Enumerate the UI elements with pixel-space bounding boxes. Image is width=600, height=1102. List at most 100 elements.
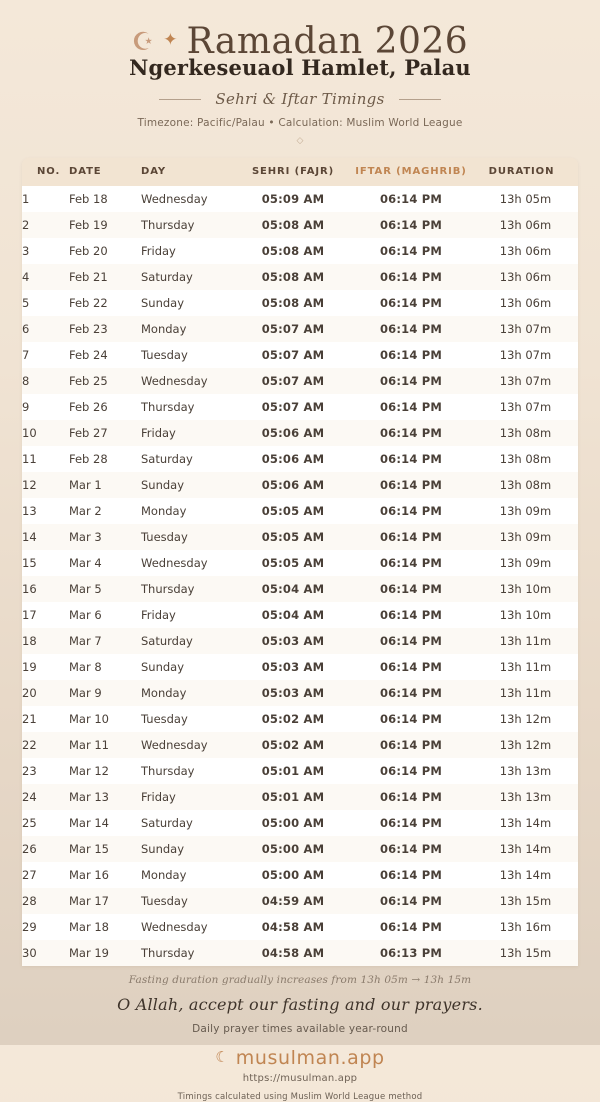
cell-day: Monday bbox=[141, 504, 187, 519]
table-row: 22 Mar 11 Wednesday 05:02 AM 06:14 PM 13h 12m bbox=[22, 732, 578, 759]
cell-iftar: 06:14 PM bbox=[379, 322, 443, 337]
cell-no: 19 bbox=[22, 660, 37, 675]
cell-duration: 13h 16m bbox=[499, 920, 552, 935]
cell-sehri: 05:05 AM bbox=[261, 504, 325, 519]
cell-duration: 13h 08m bbox=[499, 426, 552, 441]
cell-day: Tuesday bbox=[141, 530, 188, 545]
cell-iftar: 06:14 PM bbox=[379, 530, 443, 545]
cell-day: Friday bbox=[141, 244, 176, 259]
page-title: Ramadan 2026 bbox=[186, 21, 469, 62]
cell-iftar: 06:14 PM bbox=[379, 400, 443, 415]
table-row: 9 Feb 26 Thursday 05:07 AM 06:14 PM 13h 07m bbox=[22, 394, 578, 421]
cell-day: Sunday bbox=[141, 660, 185, 675]
diamond-ornament-icon: ◇ bbox=[296, 136, 304, 147]
cell-day: Friday bbox=[141, 426, 176, 441]
cell-sehri: 05:07 AM bbox=[261, 374, 325, 389]
cell-no: 22 bbox=[22, 738, 37, 753]
cell-sehri: 05:04 AM bbox=[261, 608, 325, 623]
cell-day: Sunday bbox=[141, 296, 185, 311]
brand-name[interactable]: musulman.app bbox=[235, 1047, 385, 1070]
cell-no: 30 bbox=[22, 946, 37, 961]
subtitle-row: Sehri & Iftar Timings bbox=[20, 90, 580, 108]
cell-day: Wednesday bbox=[141, 374, 208, 389]
cell-duration: 13h 09m bbox=[499, 530, 552, 545]
cell-duration: 13h 07m bbox=[499, 348, 552, 363]
table-row: 29 Mar 18 Wednesday 04:58 AM 06:14 PM 13h 16m bbox=[22, 914, 578, 941]
cell-day: Wednesday bbox=[141, 556, 208, 571]
cell-no: 17 bbox=[22, 608, 37, 623]
cell-no: 29 bbox=[22, 920, 37, 935]
cell-day: Thursday bbox=[141, 764, 195, 779]
cell-duration: 13h 07m bbox=[499, 322, 552, 337]
cell-date: Mar 1 bbox=[69, 478, 102, 493]
cell-iftar: 06:14 PM bbox=[379, 582, 443, 597]
cell-date: Mar 7 bbox=[69, 634, 102, 649]
table-header: NO. DATE DAY SEHRI (FAJR) IFTAR (MAGHRIB… bbox=[22, 158, 578, 187]
divider-left bbox=[159, 98, 202, 100]
cell-day: Friday bbox=[141, 790, 176, 805]
cell-sehri: 05:08 AM bbox=[261, 296, 325, 311]
crescent-moon-icon: ☪ bbox=[131, 26, 155, 56]
cell-iftar: 06:14 PM bbox=[379, 244, 443, 259]
cell-no: 16 bbox=[22, 582, 37, 597]
table-row: 30 Mar 19 Thursday 04:58 AM 06:13 PM 13h 15m bbox=[22, 940, 578, 967]
cell-date: Feb 26 bbox=[69, 400, 108, 415]
brand-crescent-moon-icon: ☾ bbox=[215, 1048, 229, 1067]
table-row: 21 Mar 10 Tuesday 05:02 AM 06:14 PM 13h 12m bbox=[22, 706, 578, 733]
cell-no: 7 bbox=[22, 348, 30, 363]
cell-date: Feb 28 bbox=[69, 452, 108, 467]
cell-duration: 13h 15m bbox=[499, 894, 552, 909]
column-header-duration: DURATION bbox=[473, 158, 578, 187]
brand-url[interactable]: https://musulman.app bbox=[242, 1073, 358, 1085]
cell-no: 15 bbox=[22, 556, 37, 571]
cell-duration: 13h 06m bbox=[499, 296, 552, 311]
cell-iftar: 06:14 PM bbox=[379, 894, 443, 909]
cell-iftar: 06:14 PM bbox=[379, 764, 443, 779]
cell-sehri: 05:05 AM bbox=[261, 530, 325, 545]
cell-date: Mar 3 bbox=[69, 530, 102, 545]
cell-sehri: 05:07 AM bbox=[261, 348, 325, 363]
calculation-method-note: Timings calculated using Muslim World Le… bbox=[177, 1092, 423, 1102]
cell-no: 23 bbox=[22, 764, 37, 779]
cell-sehri: 04:58 AM bbox=[261, 920, 325, 935]
fasting-duration-note: Fasting duration gradually increases fro… bbox=[128, 974, 472, 987]
cell-sehri: 05:06 AM bbox=[261, 452, 325, 467]
cell-no: 27 bbox=[22, 868, 37, 883]
cell-date: Mar 2 bbox=[69, 504, 102, 519]
cell-date: Feb 24 bbox=[69, 348, 108, 363]
cell-day: Monday bbox=[141, 868, 187, 883]
cell-date: Feb 23 bbox=[69, 322, 108, 337]
cell-duration: 13h 11m bbox=[499, 634, 552, 649]
cell-no: 14 bbox=[22, 530, 37, 545]
cell-duration: 13h 06m bbox=[499, 270, 552, 285]
cell-duration: 13h 12m bbox=[499, 738, 552, 753]
cell-no: 6 bbox=[22, 322, 30, 337]
cell-duration: 13h 06m bbox=[499, 244, 552, 259]
table-row: 1 Feb 18 Wednesday 05:09 AM 06:14 PM 13h 05m bbox=[22, 186, 578, 213]
cell-no: 9 bbox=[22, 400, 30, 415]
ramadan-schedule-table: NO. DATE DAY SEHRI (FAJR) IFTAR (MAGHRIB… bbox=[22, 158, 578, 967]
table-row: 6 Feb 23 Monday 05:07 AM 06:14 PM 13h 07m bbox=[22, 316, 578, 343]
table-header-row: NO. DATE DAY SEHRI (FAJR) IFTAR (MAGHRIB… bbox=[22, 158, 578, 187]
cell-day: Saturday bbox=[141, 816, 193, 831]
cell-sehri: 05:00 AM bbox=[261, 868, 325, 883]
sparkle-icon: ✦ bbox=[163, 29, 178, 50]
cell-iftar: 06:14 PM bbox=[379, 790, 443, 805]
cell-day: Monday bbox=[141, 322, 187, 337]
timezone-calculation-meta: Timezone: Pacific/Palau • Calculation: M… bbox=[137, 117, 463, 130]
cell-date: Mar 5 bbox=[69, 582, 102, 597]
table-row: 24 Mar 13 Friday 05:01 AM 06:14 PM 13h 13m bbox=[22, 784, 578, 811]
cell-iftar: 06:14 PM bbox=[379, 504, 443, 519]
cell-date: Mar 9 bbox=[69, 686, 102, 701]
schedule-table-wrapper: NO. DATE DAY SEHRI (FAJR) IFTAR (MAGHRIB… bbox=[22, 158, 578, 967]
cell-duration: 13h 15m bbox=[499, 946, 552, 961]
column-header-no: NO. bbox=[22, 158, 69, 187]
table-row: 28 Mar 17 Tuesday 04:59 AM 06:14 PM 13h 15m bbox=[22, 888, 578, 915]
cell-duration: 13h 10m bbox=[499, 582, 552, 597]
cell-no: 24 bbox=[22, 790, 37, 805]
brand-row[interactable]: ☾ musulman.app bbox=[20, 1049, 580, 1068]
cell-duration: 13h 09m bbox=[499, 504, 552, 519]
table-row: 7 Feb 24 Tuesday 05:07 AM 06:14 PM 13h 07m bbox=[22, 342, 578, 369]
cell-iftar: 06:14 PM bbox=[379, 452, 443, 467]
table-row: 12 Mar 1 Sunday 05:06 AM 06:14 PM 13h 08m bbox=[22, 472, 578, 499]
